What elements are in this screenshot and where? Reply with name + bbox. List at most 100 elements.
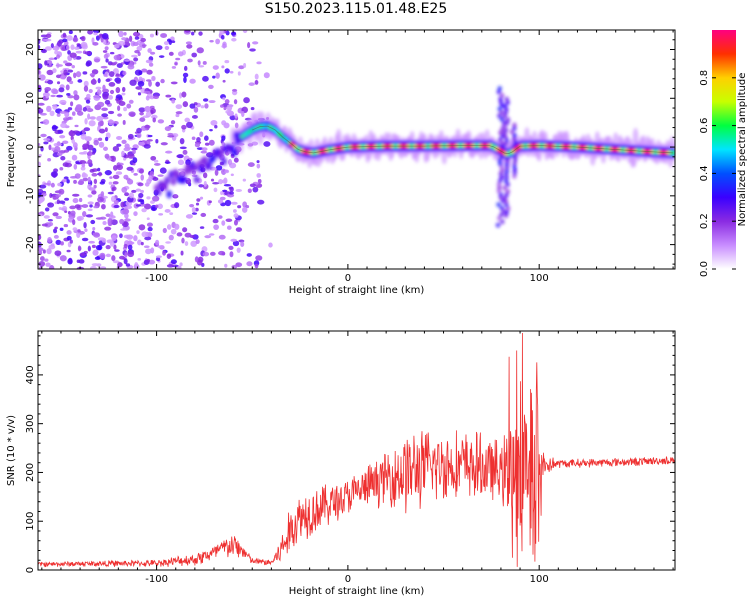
noise-speck bbox=[131, 189, 137, 193]
noise-speck bbox=[136, 132, 142, 139]
noise-speck bbox=[87, 245, 91, 252]
noise-speck bbox=[146, 258, 151, 263]
noise-speck bbox=[51, 147, 55, 152]
noise-speck bbox=[81, 237, 89, 242]
noise-speck bbox=[209, 39, 214, 43]
noise-speck bbox=[194, 256, 199, 263]
noise-speck bbox=[204, 235, 212, 239]
noise-speck bbox=[182, 227, 188, 233]
noise-speck bbox=[76, 231, 81, 238]
noise-speck bbox=[191, 136, 196, 141]
noise-speck bbox=[44, 86, 52, 92]
ridge-tail bbox=[180, 175, 187, 184]
noise-speck bbox=[233, 213, 239, 218]
noise-speck bbox=[67, 69, 74, 73]
noise-speck bbox=[38, 74, 46, 81]
noise-speck bbox=[200, 150, 208, 154]
noise-speck bbox=[72, 36, 79, 43]
top-frame bbox=[37, 29, 676, 270]
noise-speck bbox=[119, 233, 123, 239]
noise-speck bbox=[137, 182, 144, 187]
noise-speck bbox=[181, 91, 187, 98]
noise-speck bbox=[56, 81, 61, 85]
noise-speck bbox=[88, 150, 92, 156]
noise-speck bbox=[66, 235, 72, 241]
noise-speck bbox=[88, 240, 95, 244]
noise-speck bbox=[55, 193, 61, 198]
noise-speck bbox=[69, 205, 76, 210]
noise-speck bbox=[222, 97, 226, 101]
noise-speck bbox=[105, 78, 111, 83]
noise-speck bbox=[80, 166, 86, 171]
noise-speck bbox=[243, 97, 250, 104]
noise-speck bbox=[238, 65, 245, 70]
noise-speck bbox=[87, 194, 93, 198]
noise-speck bbox=[38, 70, 41, 75]
noise-speck bbox=[168, 39, 173, 46]
noise-speck bbox=[132, 31, 141, 37]
noise-speck bbox=[124, 192, 130, 197]
noise-speck bbox=[157, 174, 164, 177]
noise-speck bbox=[242, 206, 248, 213]
noise-speck bbox=[237, 71, 241, 76]
noise-speck bbox=[171, 40, 176, 43]
noise-speck bbox=[132, 162, 136, 166]
noise-speck bbox=[195, 239, 200, 245]
noise-speck bbox=[212, 218, 219, 224]
colorbar-tick-label: 0.8 bbox=[699, 70, 710, 86]
noise-speck bbox=[101, 113, 109, 118]
noise-speck bbox=[168, 51, 174, 56]
noise-speck bbox=[48, 144, 52, 151]
noise-speck bbox=[212, 65, 219, 70]
noise-speck bbox=[41, 38, 47, 42]
noise-speck bbox=[229, 251, 234, 258]
noise-speck bbox=[146, 222, 153, 227]
ridge-spike bbox=[504, 96, 510, 102]
noise-speck bbox=[43, 141, 49, 145]
noise-speck bbox=[243, 63, 247, 68]
noise-speck bbox=[116, 136, 123, 140]
noise-speck bbox=[82, 151, 88, 155]
noise-speck bbox=[254, 73, 259, 80]
noise-speck bbox=[50, 182, 55, 188]
noise-speck bbox=[108, 82, 116, 87]
noise-speck bbox=[87, 176, 91, 183]
ridge-spike bbox=[502, 185, 507, 191]
noise-speck bbox=[53, 234, 59, 239]
noise-speck bbox=[76, 111, 84, 116]
noise-speck bbox=[108, 94, 114, 100]
noise-speck bbox=[230, 238, 238, 242]
noise-speck bbox=[67, 95, 74, 99]
noise-speck bbox=[121, 86, 126, 93]
ridge-spike bbox=[505, 117, 511, 123]
noise-speck bbox=[233, 99, 238, 105]
noise-speck bbox=[141, 68, 148, 73]
noise-speck bbox=[136, 127, 142, 134]
noise-speck bbox=[40, 133, 47, 138]
noise-speck bbox=[134, 36, 140, 40]
noise-speck bbox=[164, 126, 172, 132]
noise-speck bbox=[62, 117, 70, 121]
ridge-tail bbox=[201, 156, 208, 165]
noise-speck bbox=[42, 249, 46, 254]
noise-speck bbox=[221, 65, 225, 69]
noise-speck bbox=[162, 228, 167, 234]
noise-speck bbox=[221, 142, 226, 147]
noise-speck bbox=[43, 138, 51, 141]
noise-speck bbox=[191, 212, 198, 215]
noise-speck bbox=[59, 166, 64, 171]
noise-speck bbox=[150, 200, 155, 204]
noise-speck bbox=[97, 196, 104, 203]
colorbar: 0.0 0.2 0.4 0.6 0.8 Normalized spectral ampli… bbox=[699, 30, 748, 277]
noise-speck bbox=[222, 79, 226, 83]
noise-speck bbox=[45, 33, 52, 38]
noise-speck bbox=[203, 180, 207, 187]
noise-speck bbox=[124, 59, 131, 62]
noise-speck bbox=[54, 226, 58, 230]
noise-speck bbox=[91, 37, 95, 44]
noise-speck bbox=[41, 223, 49, 227]
noise-speck bbox=[151, 75, 156, 82]
noise-speck bbox=[155, 81, 161, 87]
bottom-ytick-label: 100 bbox=[25, 512, 36, 531]
noise-speck bbox=[241, 110, 245, 118]
